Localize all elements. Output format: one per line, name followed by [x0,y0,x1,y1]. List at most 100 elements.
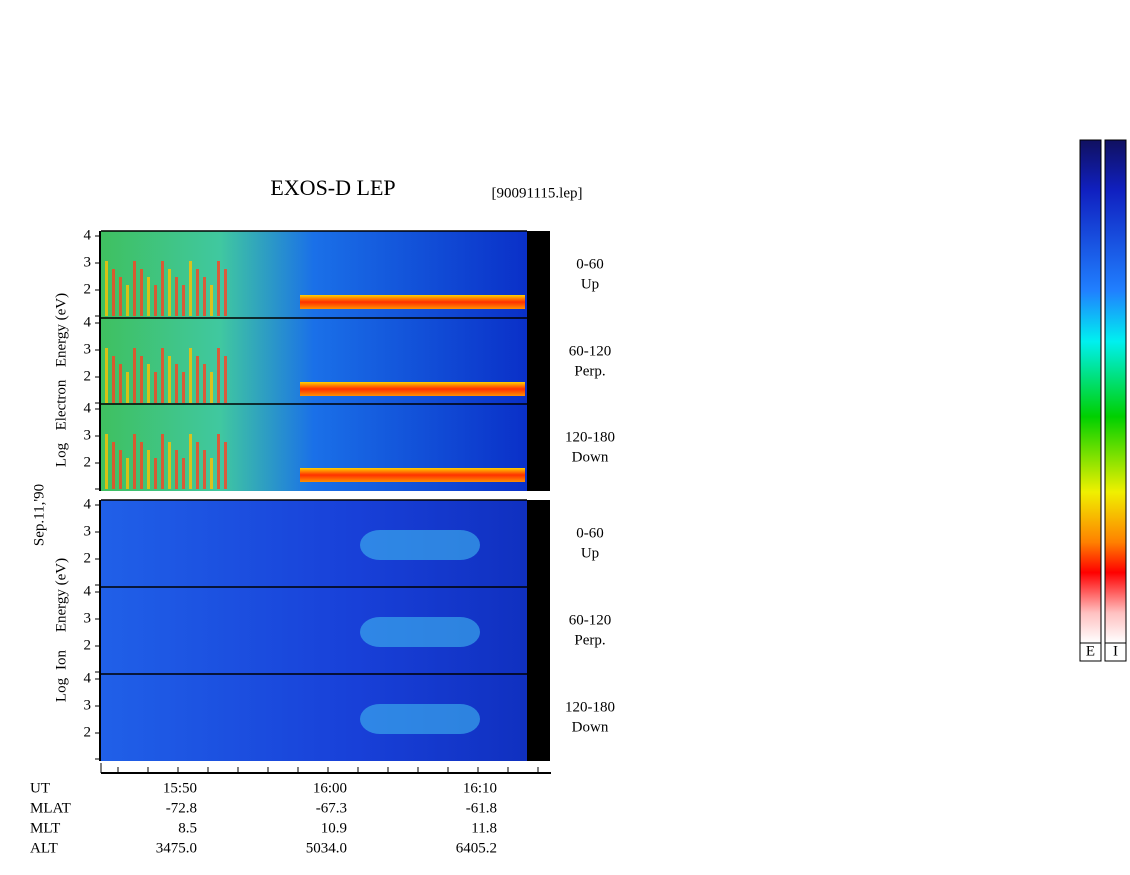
flux-streak [168,442,171,489]
y-tick-label: 2 [84,550,92,566]
no-data-strip [527,587,550,674]
pitch-dir: Perp. [574,632,605,648]
orbit-value: 10.9 [321,820,347,836]
flux-streak [140,356,143,403]
y-axis-label: Log [53,677,69,702]
flux-streak [217,261,220,316]
y-tick-label: 4 [84,670,92,686]
flux-streak [175,277,178,316]
flux-streak [133,348,136,403]
flux-streak [161,348,164,403]
flux-streak [182,372,185,403]
orbit-label: UT [30,780,50,796]
y-tick-label: 4 [84,400,92,416]
flux-streak [119,364,122,403]
orbit-value: 16:00 [313,780,347,796]
flux-streak [196,442,199,489]
pitch-dir: Down [572,449,609,465]
pitch-range: 0-60 [576,256,604,272]
flux-streak [210,285,213,316]
color-bar-box [1104,642,1127,662]
y-axis-label: Electron [53,379,69,430]
y-tick-label: 2 [84,368,92,384]
no-data-strip [527,404,550,491]
color-bar [1079,139,1102,644]
flux-band [300,295,525,309]
flux-streak [189,261,192,316]
no-data-strip [527,318,550,405]
flux-streak [147,364,150,403]
flux-patch [360,530,480,560]
flux-streak [196,356,199,403]
flux-streak [203,364,206,403]
y-tick-label: 2 [84,637,92,653]
y-tick-label: 2 [84,281,92,297]
pitch-dir: Up [581,276,599,292]
flux-streak [112,442,115,489]
flux-streak [126,285,129,316]
y-axis-label: Energy (eV) [53,558,69,632]
flux-streak [154,285,157,316]
flux-streak [175,450,178,489]
y-tick-label: 3 [84,341,92,357]
flux-streak [105,434,108,489]
flux-streak [140,442,143,489]
no-data-strip [527,231,550,318]
flux-streak [210,372,213,403]
orbit-value: -61.8 [466,800,497,816]
pitch-range: 0-60 [576,525,604,541]
flux-streak [168,356,171,403]
y-tick-label: 4 [84,314,92,330]
flux-streak [105,348,108,403]
flux-streak [105,261,108,316]
orbit-value: 16:10 [463,780,497,796]
orbit-value: -67.3 [316,800,347,816]
orbit-value: 3475.0 [156,840,197,856]
flux-streak [154,458,157,489]
y-axis-label: Log [53,442,69,467]
file-name: [90091115.lep] [492,185,583,201]
flux-streak [140,269,143,316]
flux-streak [161,261,164,316]
pitch-range: 120-180 [565,699,615,715]
orbit-value: -72.8 [166,800,197,816]
orbit-value: 6405.2 [456,840,497,856]
y-tick-label: 3 [84,254,92,270]
flux-band [300,468,525,482]
y-axis-label: Energy (eV) [53,293,69,367]
flux-streak [147,450,150,489]
no-data-strip [527,674,550,761]
flux-streak [210,458,213,489]
color-bar [1104,139,1127,644]
pitch-dir: Up [581,545,599,561]
orbit-value: 8.5 [178,820,197,836]
flux-streak [224,356,227,403]
orbit-label: ALT [30,840,58,856]
flux-streak [196,269,199,316]
date-label: Sep.11,'90 [31,484,47,546]
y-tick-label: 4 [84,496,92,512]
pitch-range: 60-120 [569,343,612,359]
title: EXOS-D LEP [270,175,395,200]
flux-patch [360,704,480,734]
flux-streak [112,356,115,403]
orbit-value: 15:50 [163,780,197,796]
y-tick-label: 3 [84,427,92,443]
flux-streak [112,269,115,316]
no-data-strip [527,500,550,587]
flux-streak [189,348,192,403]
flux-streak [203,277,206,316]
flux-streak [154,372,157,403]
y-tick-label: 2 [84,454,92,470]
pitch-dir: Perp. [574,363,605,379]
y-tick-label: 4 [84,227,92,243]
color-bar-label: I [1113,643,1118,659]
flux-streak [224,442,227,489]
flux-streak [203,450,206,489]
flux-streak [182,458,185,489]
pitch-range: 60-120 [569,612,612,628]
y-axis-label: Ion [53,650,69,670]
y-tick-label: 2 [84,724,92,740]
flux-streak [126,458,129,489]
flux-patch [360,617,480,647]
